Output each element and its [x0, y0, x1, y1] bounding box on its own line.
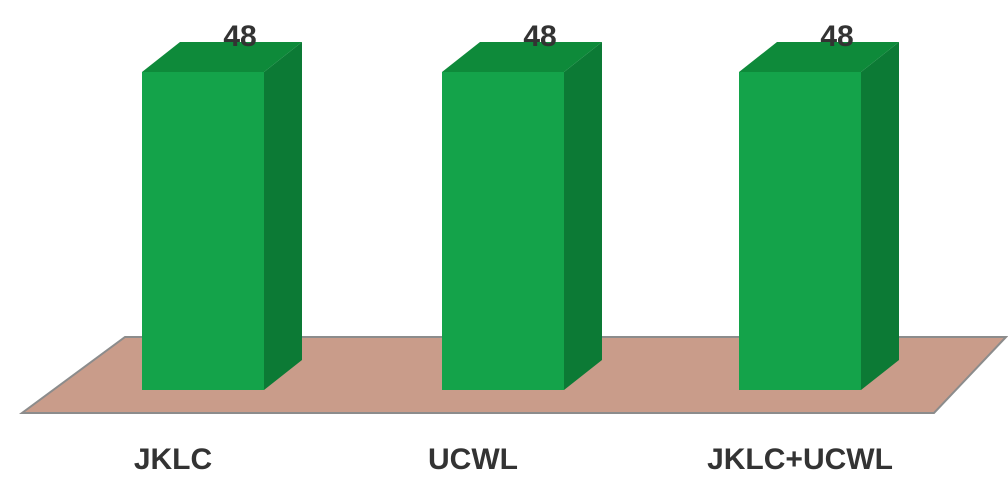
data-label-1: 48 [223, 20, 256, 53]
labels-group: 48 JKLC 48 UCWL 48 JKLC+UCWL [134, 20, 893, 476]
bar-top-face [739, 42, 899, 72]
bar-side-face [264, 42, 302, 390]
bar-front-face [142, 72, 264, 390]
bars-group [142, 42, 899, 390]
bar-top-face [442, 42, 602, 72]
category-label-1: JKLC [134, 443, 212, 476]
category-label-2: UCWL [428, 443, 518, 476]
bar-side-face [861, 42, 899, 390]
category-label-3: JKLC+UCWL [707, 443, 893, 476]
bar-1 [142, 42, 302, 390]
data-label-2: 48 [523, 20, 556, 53]
bar-front-face [739, 72, 861, 390]
bar-top-face [142, 42, 302, 72]
bar-front-face [442, 72, 564, 390]
bar-side-face [564, 42, 602, 390]
bar-3 [739, 42, 899, 390]
data-label-3: 48 [820, 20, 853, 53]
bar-2 [442, 42, 602, 390]
